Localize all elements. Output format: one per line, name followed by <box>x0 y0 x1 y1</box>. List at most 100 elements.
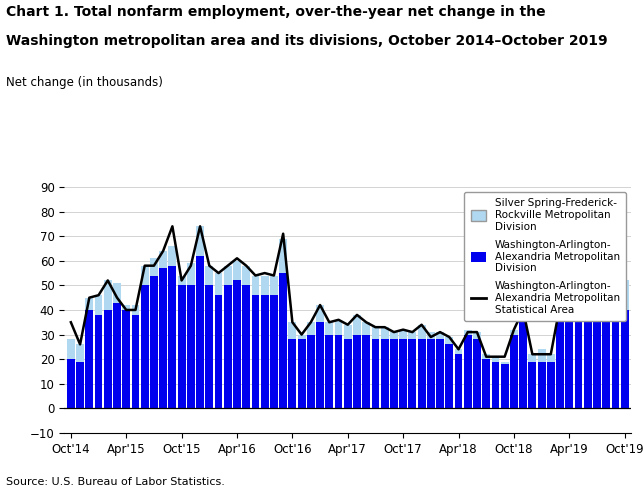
Bar <box>501 362 509 408</box>
Bar <box>67 359 75 408</box>
Bar <box>242 266 250 285</box>
Bar <box>279 239 287 273</box>
Bar <box>584 315 592 408</box>
Bar <box>131 305 139 315</box>
Bar <box>270 295 278 408</box>
Bar <box>612 303 620 315</box>
Bar <box>113 303 121 408</box>
Bar <box>298 335 305 339</box>
Bar <box>482 359 490 408</box>
Bar <box>621 280 629 310</box>
Bar <box>363 322 370 335</box>
Bar <box>529 354 536 362</box>
Bar <box>372 339 379 408</box>
Bar <box>205 266 213 285</box>
Bar <box>307 322 315 335</box>
Bar <box>455 354 462 408</box>
Bar <box>187 263 194 285</box>
Bar <box>169 266 176 408</box>
Bar <box>150 258 158 276</box>
Bar <box>122 310 130 408</box>
Bar <box>418 325 426 339</box>
Bar <box>344 339 352 408</box>
Bar <box>574 315 582 408</box>
Bar <box>178 276 185 285</box>
Bar <box>214 295 222 408</box>
Bar <box>316 305 324 322</box>
Bar <box>67 339 75 359</box>
Bar <box>279 273 287 408</box>
Bar <box>205 285 213 408</box>
Bar <box>556 305 564 315</box>
Bar <box>289 322 296 339</box>
Bar <box>86 310 93 408</box>
Bar <box>556 315 564 408</box>
Bar <box>464 335 471 408</box>
Bar <box>353 315 361 335</box>
Bar <box>353 335 361 408</box>
Bar <box>427 332 435 339</box>
Bar <box>95 295 102 315</box>
Bar <box>169 246 176 266</box>
Bar <box>196 226 204 256</box>
Bar <box>491 357 499 362</box>
Bar <box>399 330 407 339</box>
Bar <box>464 330 471 335</box>
Bar <box>178 285 185 408</box>
Text: Source: U.S. Bureau of Labor Statistics.: Source: U.S. Bureau of Labor Statistics. <box>6 477 225 487</box>
Bar <box>316 322 324 408</box>
Bar <box>584 310 592 315</box>
Bar <box>565 280 573 310</box>
Bar <box>427 339 435 408</box>
Bar <box>335 320 343 335</box>
Bar <box>436 332 444 339</box>
Bar <box>131 315 139 408</box>
Bar <box>233 261 241 280</box>
Bar <box>363 335 370 408</box>
Bar <box>408 332 416 339</box>
Bar <box>344 325 352 339</box>
Bar <box>104 310 111 408</box>
Bar <box>547 362 554 408</box>
Bar <box>621 310 629 408</box>
Bar <box>565 310 573 408</box>
Bar <box>501 362 509 364</box>
Text: Net change (in thousands): Net change (in thousands) <box>6 76 164 89</box>
Bar <box>325 335 333 408</box>
Bar <box>372 327 379 339</box>
Bar <box>104 280 111 310</box>
Bar <box>224 285 232 408</box>
Bar <box>538 349 545 362</box>
Bar <box>510 330 518 335</box>
Bar <box>381 327 388 339</box>
Bar <box>574 308 582 315</box>
Bar <box>270 276 278 295</box>
Bar <box>252 276 260 295</box>
Bar <box>252 295 260 408</box>
Bar <box>446 344 453 408</box>
Bar <box>261 295 269 408</box>
Bar <box>612 315 620 408</box>
Bar <box>86 298 93 310</box>
Bar <box>491 362 499 408</box>
Bar <box>390 339 398 408</box>
Bar <box>593 315 601 408</box>
Bar <box>233 280 241 408</box>
Bar <box>113 283 121 303</box>
Bar <box>390 332 398 339</box>
Bar <box>593 308 601 315</box>
Bar <box>122 305 130 310</box>
Bar <box>482 354 490 359</box>
Bar <box>261 276 269 295</box>
Bar <box>159 251 167 268</box>
Bar <box>335 335 343 408</box>
Bar <box>298 339 305 408</box>
Bar <box>538 362 545 408</box>
Bar <box>141 266 149 285</box>
Bar <box>529 362 536 408</box>
Bar <box>602 315 610 408</box>
Bar <box>418 339 426 408</box>
Bar <box>242 285 250 408</box>
Bar <box>519 315 527 408</box>
Bar <box>196 256 204 408</box>
